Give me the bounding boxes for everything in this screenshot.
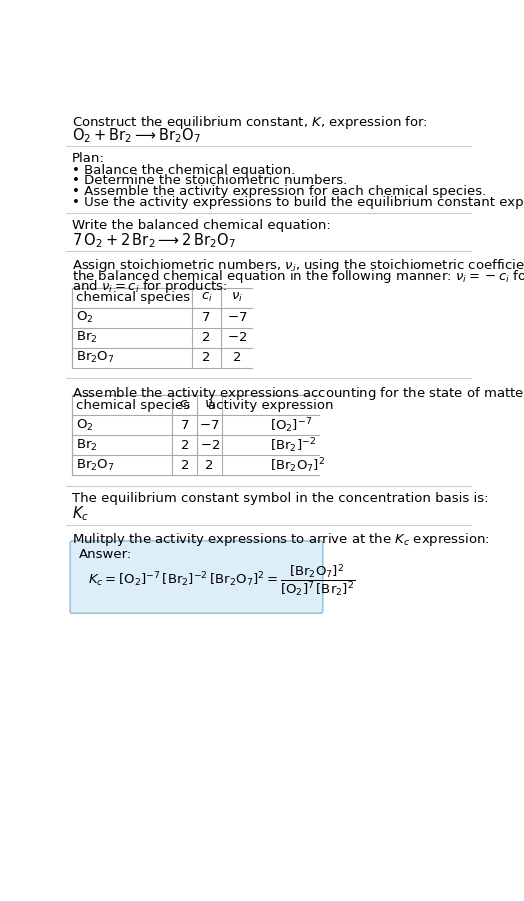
Text: chemical species: chemical species [77,399,191,412]
Text: $\mathrm{Br_2O_7}$: $\mathrm{Br_2O_7}$ [77,350,115,365]
Text: Construct the equilibrium constant, $K$, expression for:: Construct the equilibrium constant, $K$,… [72,114,428,132]
Text: • Determine the stoichiometric numbers.: • Determine the stoichiometric numbers. [72,174,347,187]
Text: 2: 2 [181,439,189,452]
Text: $-7$: $-7$ [200,419,220,432]
Text: Mulitply the activity expressions to arrive at the $K_c$ expression:: Mulitply the activity expressions to arr… [72,531,489,548]
Text: $\nu_i$: $\nu_i$ [204,399,215,412]
Text: 2: 2 [205,459,214,472]
Text: $K_c$: $K_c$ [72,505,89,523]
Text: 2: 2 [233,351,241,364]
Text: 2: 2 [202,331,211,344]
Text: $7\,\mathrm{O_2} + 2\,\mathrm{Br_2} \longrightarrow 2\,\mathrm{Br_2O_7}$: $7\,\mathrm{O_2} + 2\,\mathrm{Br_2} \lon… [72,232,236,250]
Text: 2: 2 [202,351,211,364]
Text: $\mathrm{O_2}$: $\mathrm{O_2}$ [77,418,94,432]
FancyBboxPatch shape [70,541,323,614]
Text: and $\nu_i = c_i$ for products:: and $\nu_i = c_i$ for products: [72,278,227,296]
Text: Answer:: Answer: [79,548,132,560]
Text: Write the balanced chemical equation:: Write the balanced chemical equation: [72,219,331,232]
Text: $-2$: $-2$ [227,331,247,344]
Text: • Balance the chemical equation.: • Balance the chemical equation. [72,164,295,177]
Text: $-7$: $-7$ [226,311,247,324]
Text: $\mathrm{Br_2O_7}$: $\mathrm{Br_2O_7}$ [77,458,115,473]
Text: The equilibrium constant symbol in the concentration basis is:: The equilibrium constant symbol in the c… [72,492,488,505]
Text: $[\mathrm{Br_2}]^{-2}$: $[\mathrm{Br_2}]^{-2}$ [270,436,316,455]
Text: $\nu_i$: $\nu_i$ [231,291,243,305]
Text: the balanced chemical equation in the following manner: $\nu_i = -c_i$ for react: the balanced chemical equation in the fo… [72,268,524,285]
Text: 7: 7 [202,311,211,324]
Text: activity expression: activity expression [208,399,333,412]
Text: $[\mathrm{Br_2O_7}]^{2}$: $[\mathrm{Br_2O_7}]^{2}$ [270,456,325,475]
Text: $K_c = [\mathrm{O_2}]^{-7}\,[\mathrm{Br_2}]^{-2}\,[\mathrm{Br_2O_7}]^{2} = \dfra: $K_c = [\mathrm{O_2}]^{-7}\,[\mathrm{Br_… [88,563,355,599]
Text: $[\mathrm{O_2}]^{-7}$: $[\mathrm{O_2}]^{-7}$ [270,416,313,434]
Text: Assemble the activity expressions accounting for the state of matter and $\nu_i$: Assemble the activity expressions accoun… [72,385,524,402]
Text: 2: 2 [181,459,189,472]
Text: $\mathrm{O_2} + \mathrm{Br_2} \longrightarrow \mathrm{Br_2O_7}$: $\mathrm{O_2} + \mathrm{Br_2} \longright… [72,127,201,145]
Text: • Use the activity expressions to build the equilibrium constant expression.: • Use the activity expressions to build … [72,196,524,209]
Text: 7: 7 [181,419,189,432]
Text: • Assemble the activity expression for each chemical species.: • Assemble the activity expression for e… [72,185,486,198]
Text: chemical species: chemical species [77,291,191,304]
Text: $\mathrm{Br_2}$: $\mathrm{Br_2}$ [77,438,98,453]
Text: $c_i$: $c_i$ [201,291,212,305]
Text: $\mathrm{Br_2}$: $\mathrm{Br_2}$ [77,330,98,345]
Text: Assign stoichiometric numbers, $\nu_i$, using the stoichiometric coefficients, $: Assign stoichiometric numbers, $\nu_i$, … [72,257,524,274]
Text: Plan:: Plan: [72,152,104,165]
Text: $-2$: $-2$ [200,439,220,452]
Text: $c_i$: $c_i$ [179,399,191,412]
Text: $\mathrm{O_2}$: $\mathrm{O_2}$ [77,310,94,325]
